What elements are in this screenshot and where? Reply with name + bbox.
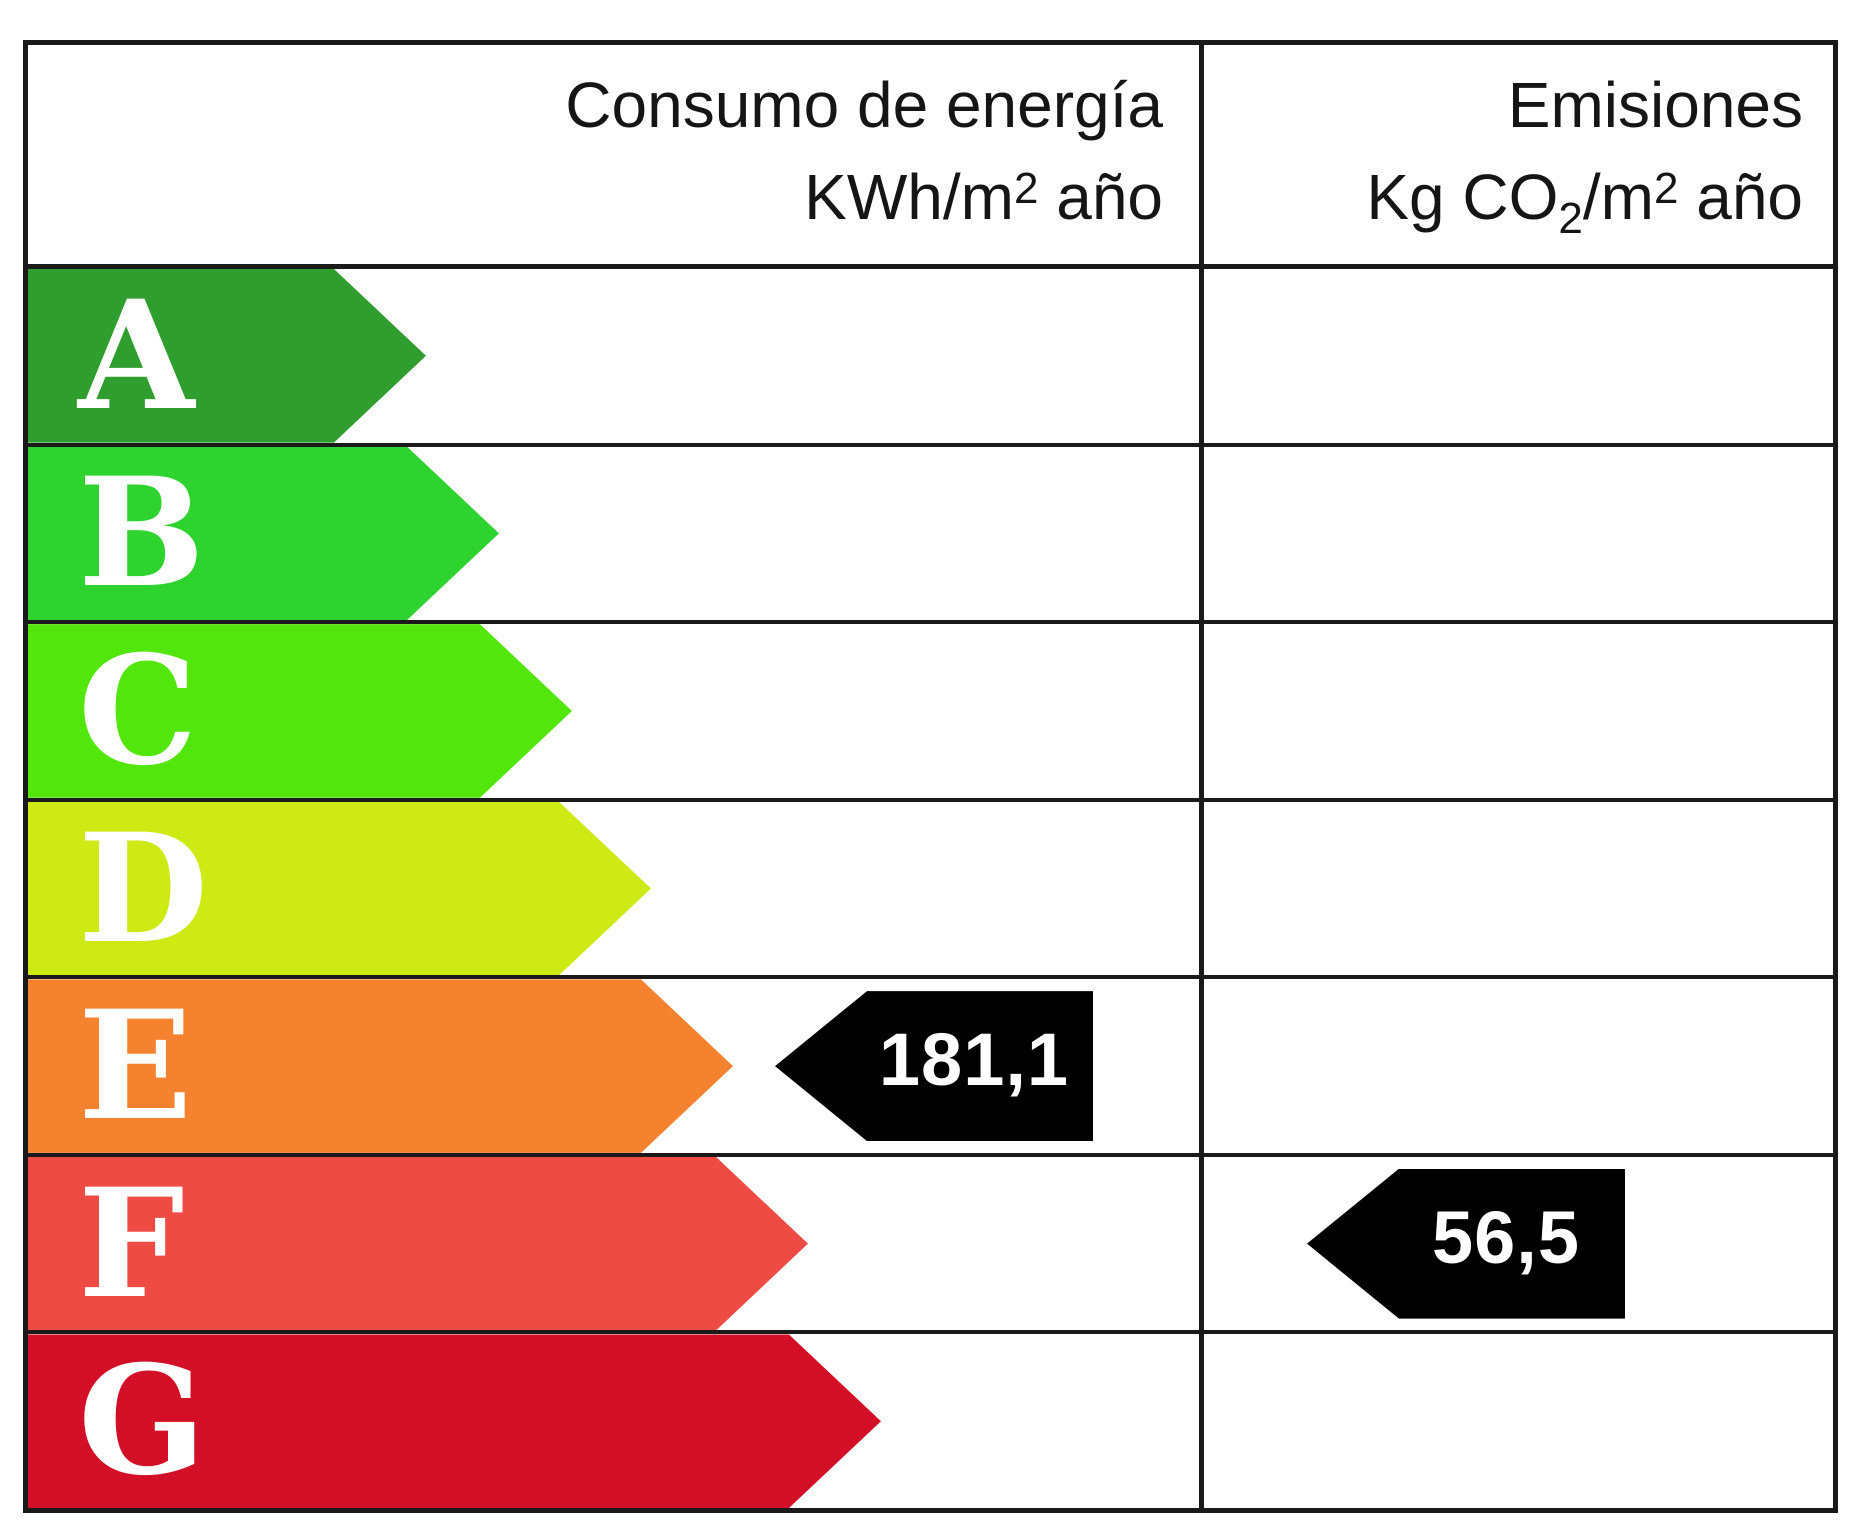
header-energy-units: KWh/m2 año [804,160,1163,233]
rating-row: C [28,624,1833,802]
emissions-value-marker: 56,5 [1307,1168,1625,1319]
rating-row: D [28,801,1833,980]
grade-arrow: C [28,624,572,798]
header-energy-title: Consumo de energía [565,68,1163,141]
emissions-cell [1204,979,1833,1153]
emissions-cell [1204,624,1833,798]
header-emissions-column: Emisiones Kg CO2/m2 año [1204,45,1833,264]
energy-consumption-cell: G [28,1334,1204,1509]
emissions-cell: 56,5 [1204,1157,1833,1331]
grade-arrow: E [28,979,733,1153]
rating-rows: A B C [28,269,1833,1509]
grade-letter: D [78,800,209,977]
grade-letter: C [78,622,198,799]
emissions-cell [1204,802,1833,976]
energy-rating-label: Consumo de energía KWh/m2 año Emisiones … [23,40,1838,1513]
grade-arrow: A [28,269,426,443]
rating-row: B [28,446,1833,625]
emissions-cell [1204,447,1833,621]
energy-value: 181,1 [878,1018,1070,1102]
grade-letter: B [78,445,205,622]
grade-arrow: B [28,447,499,621]
header-emissions-units: Kg CO2/m2 año [1366,160,1803,243]
rating-row: E 181,1 [28,979,1833,1157]
energy-consumption-cell: D [28,801,1204,976]
energy-consumption-cell: A [28,269,1204,443]
energy-consumption-cell: C [28,624,1204,798]
energy-value-marker: 181,1 [775,991,1093,1142]
energy-consumption-cell: F [28,1156,1204,1331]
emissions-cell [1204,269,1833,443]
grade-letter: E [78,978,193,1155]
grade-letter: G [78,1333,207,1510]
energy-consumption-cell: B [28,446,1204,621]
rating-row: F 56,5 [28,1156,1833,1335]
rating-row: G [28,1334,1833,1509]
header-energy-column: Consumo de energía KWh/m2 año [28,45,1204,264]
grade-arrow: D [28,802,651,976]
grade-arrow: G [28,1334,881,1508]
emissions-value: 56,5 [1431,1195,1581,1279]
rating-row: A [28,269,1833,447]
emissions-cell [1204,1334,1833,1508]
energy-consumption-cell: E 181,1 [28,979,1204,1153]
table-header: Consumo de energía KWh/m2 año Emisiones … [28,45,1833,269]
grade-letter: F [78,1155,185,1332]
grade-letter: A [78,267,195,444]
grade-arrow: F [28,1157,808,1331]
header-emissions-title: Emisiones [1507,68,1803,141]
